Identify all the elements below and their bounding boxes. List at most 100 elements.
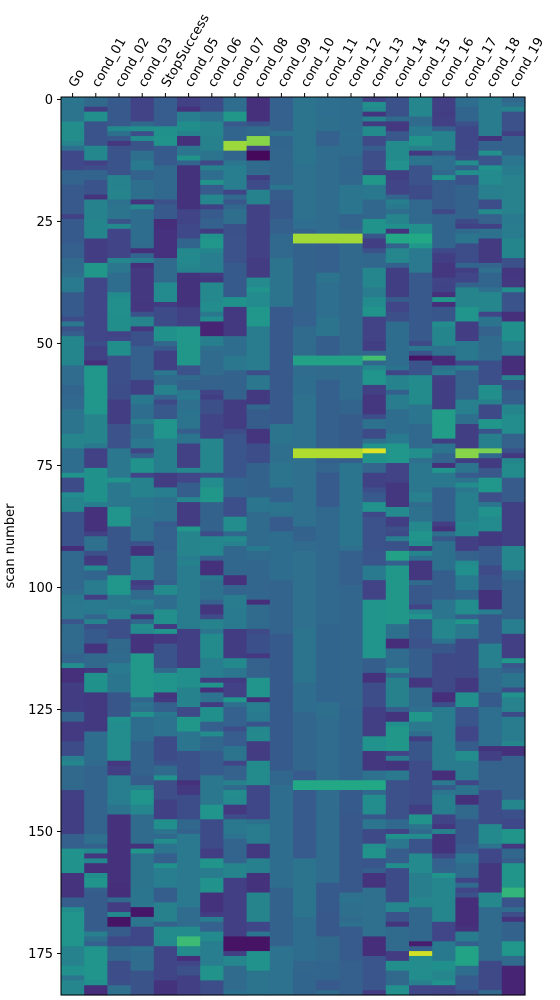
heatmap-cell	[409, 614, 433, 620]
heatmap-cell	[478, 565, 503, 576]
heatmap-cell	[478, 502, 503, 508]
heatmap-cell	[385, 780, 410, 820]
heatmap-cell	[84, 619, 108, 625]
heatmap-cell	[316, 336, 340, 357]
heatmap-cell	[409, 233, 433, 245]
heatmap-cell	[130, 741, 155, 776]
heatmap-cell	[246, 443, 271, 464]
heatmap-cell	[432, 209, 456, 215]
heatmap-cell	[432, 868, 456, 874]
heatmap-cell	[455, 726, 480, 742]
heatmap-cell	[200, 136, 224, 152]
heatmap-cell	[130, 946, 155, 952]
heatmap-cell	[200, 272, 224, 279]
heatmap-cell	[501, 267, 526, 279]
heatmap-cell	[362, 350, 387, 357]
heatmap-cell	[223, 951, 248, 957]
heatmap-cell	[223, 150, 248, 162]
heatmap-cell	[223, 126, 248, 142]
heatmap-cell	[153, 838, 178, 845]
heatmap-cell	[455, 482, 480, 489]
heatmap-cell	[200, 282, 224, 303]
heatmap-cell	[130, 136, 155, 142]
heatmap-cell	[177, 409, 201, 430]
heatmap-cell	[293, 228, 317, 235]
heatmap-cell	[478, 863, 503, 894]
heatmap-cell	[200, 633, 224, 659]
heatmap-cell	[501, 321, 526, 342]
heatmap-cell	[177, 272, 201, 308]
heatmap-cell	[385, 433, 410, 445]
heatmap-cell	[223, 936, 248, 952]
heatmap-cell	[153, 199, 178, 205]
heatmap-cell	[362, 267, 387, 288]
heatmap-cell	[130, 248, 155, 254]
heatmap-cell	[362, 394, 387, 415]
heatmap-cell	[153, 165, 178, 201]
heatmap-cell	[223, 697, 248, 703]
heatmap-cell	[153, 760, 178, 767]
heatmap-cell	[200, 204, 224, 210]
heatmap-cell	[316, 912, 340, 938]
heatmap-cell	[432, 375, 456, 381]
heatmap-cell	[130, 301, 155, 313]
heatmap-cell	[84, 936, 108, 942]
heatmap-cell	[478, 262, 503, 269]
heatmap-cell	[385, 365, 410, 371]
heatmap-cell	[130, 707, 155, 713]
heatmap-cell	[293, 375, 317, 396]
heatmap-cell	[409, 150, 433, 157]
heatmap-cell	[153, 765, 178, 776]
heatmap-cell	[339, 916, 364, 923]
heatmap-cell	[293, 355, 317, 367]
heatmap-cell	[501, 916, 526, 923]
heatmap-cell	[362, 453, 387, 464]
heatmap-cell	[455, 975, 480, 991]
heatmap-cell	[501, 214, 526, 225]
heatmap-cell	[362, 365, 387, 371]
heatmap-cell	[409, 360, 433, 376]
heatmap-cell	[362, 516, 387, 552]
heatmap-cell	[455, 184, 480, 220]
heatmap-cell	[409, 955, 433, 962]
heatmap-cell	[246, 546, 271, 552]
heatmap-cell	[478, 824, 503, 845]
heatmap-cell	[84, 858, 108, 864]
heatmap-cell	[409, 741, 433, 762]
heatmap-cell	[61, 184, 85, 215]
heatmap-cell	[362, 492, 387, 498]
heatmap-cell	[107, 594, 132, 611]
heatmap-cell	[339, 926, 364, 962]
heatmap-cell	[107, 272, 132, 293]
heatmap-cell	[409, 97, 433, 118]
heatmap-cell	[316, 936, 340, 962]
heatmap-cell	[362, 233, 387, 240]
heatmap-cell	[200, 819, 224, 850]
heatmap-cell	[61, 897, 85, 908]
heatmap-cell	[177, 238, 201, 249]
heatmap-cell	[385, 951, 410, 962]
heatmap-cell	[362, 463, 387, 474]
heatmap-cell	[130, 380, 155, 396]
heatmap-cell	[478, 467, 503, 479]
heatmap-cell	[385, 297, 410, 303]
heatmap-cell	[385, 506, 410, 518]
heatmap-cell	[478, 960, 503, 991]
heatmap-cell	[409, 541, 433, 547]
heatmap-cell	[478, 287, 503, 293]
heatmap-cell	[269, 502, 294, 513]
y-tick-label: 150	[28, 825, 53, 840]
heatmap-cell	[246, 721, 271, 728]
heatmap-cell	[130, 126, 155, 132]
heatmap-cell	[84, 121, 108, 147]
heatmap-cell	[385, 179, 410, 196]
heatmap-cell	[153, 487, 178, 498]
heatmap-cell	[501, 375, 526, 381]
heatmap-cell	[177, 833, 201, 908]
heatmap-cell	[153, 668, 178, 674]
heatmap-cell	[246, 287, 271, 293]
heatmap-cell	[409, 897, 433, 908]
heatmap-cell	[501, 155, 526, 166]
heatmap-cell	[130, 394, 155, 406]
heatmap-cell	[455, 589, 480, 601]
